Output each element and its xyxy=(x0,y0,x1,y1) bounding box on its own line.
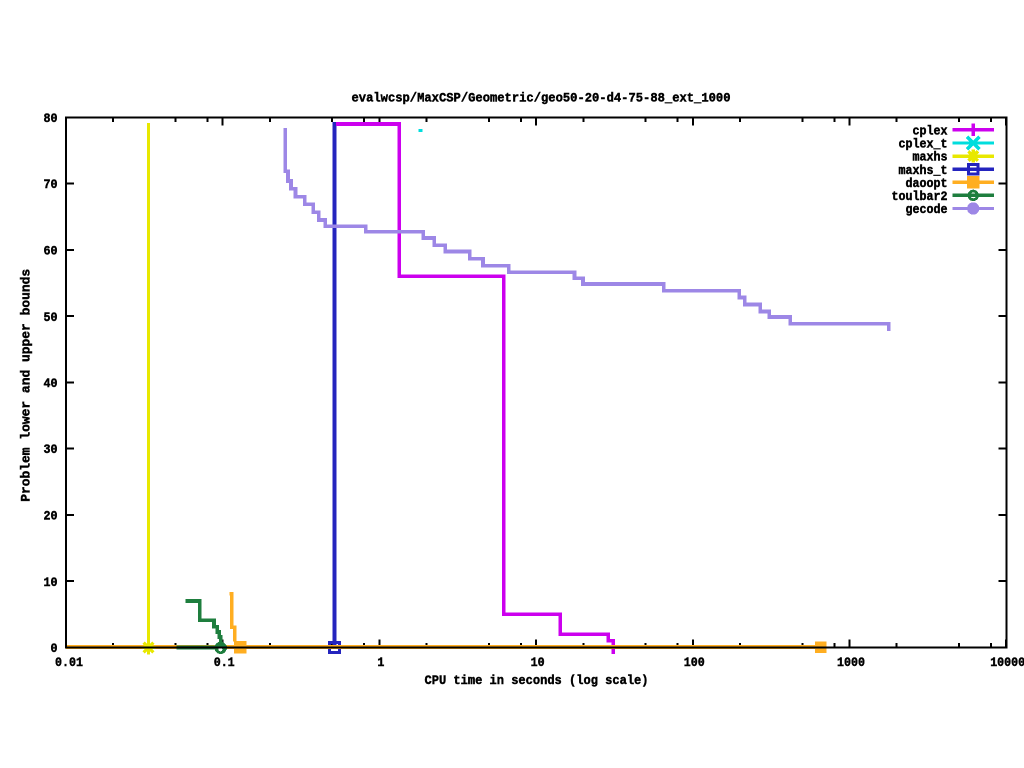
svg-text:30: 30 xyxy=(44,442,58,457)
svg-text:0.1: 0.1 xyxy=(214,655,235,670)
svg-text:maxhs_t: maxhs_t xyxy=(899,163,948,178)
svg-text:10: 10 xyxy=(44,575,58,590)
svg-text:Problem lower and upper bounds: Problem lower and upper bounds xyxy=(19,269,34,502)
svg-text:maxhs: maxhs xyxy=(913,150,948,165)
svg-text:0.01: 0.01 xyxy=(55,655,83,670)
svg-text:20: 20 xyxy=(44,509,58,524)
svg-text:10: 10 xyxy=(531,655,545,670)
svg-text:toulbar2: toulbar2 xyxy=(892,189,948,204)
svg-text:cplex_t: cplex_t xyxy=(899,137,948,152)
svg-text:daoopt: daoopt xyxy=(906,176,948,191)
svg-text:80: 80 xyxy=(44,111,58,126)
svg-text:0: 0 xyxy=(51,641,58,656)
svg-text:cplex: cplex xyxy=(913,124,948,139)
svg-text:evalwcsp/MaxCSP/Geometric/geo5: evalwcsp/MaxCSP/Geometric/geo50-20-d4-75… xyxy=(352,90,731,105)
svg-text:50: 50 xyxy=(44,310,58,325)
svg-text:10000: 10000 xyxy=(990,655,1024,670)
svg-text:gecode: gecode xyxy=(906,202,948,217)
svg-text:1000: 1000 xyxy=(837,655,865,670)
svg-text:70: 70 xyxy=(44,177,58,192)
svg-text:1: 1 xyxy=(377,655,384,670)
svg-text:100: 100 xyxy=(684,655,705,670)
svg-text:40: 40 xyxy=(44,376,58,391)
svg-text:60: 60 xyxy=(44,244,58,259)
svg-text:CPU time in seconds (log scale: CPU time in seconds (log scale) xyxy=(425,673,649,688)
